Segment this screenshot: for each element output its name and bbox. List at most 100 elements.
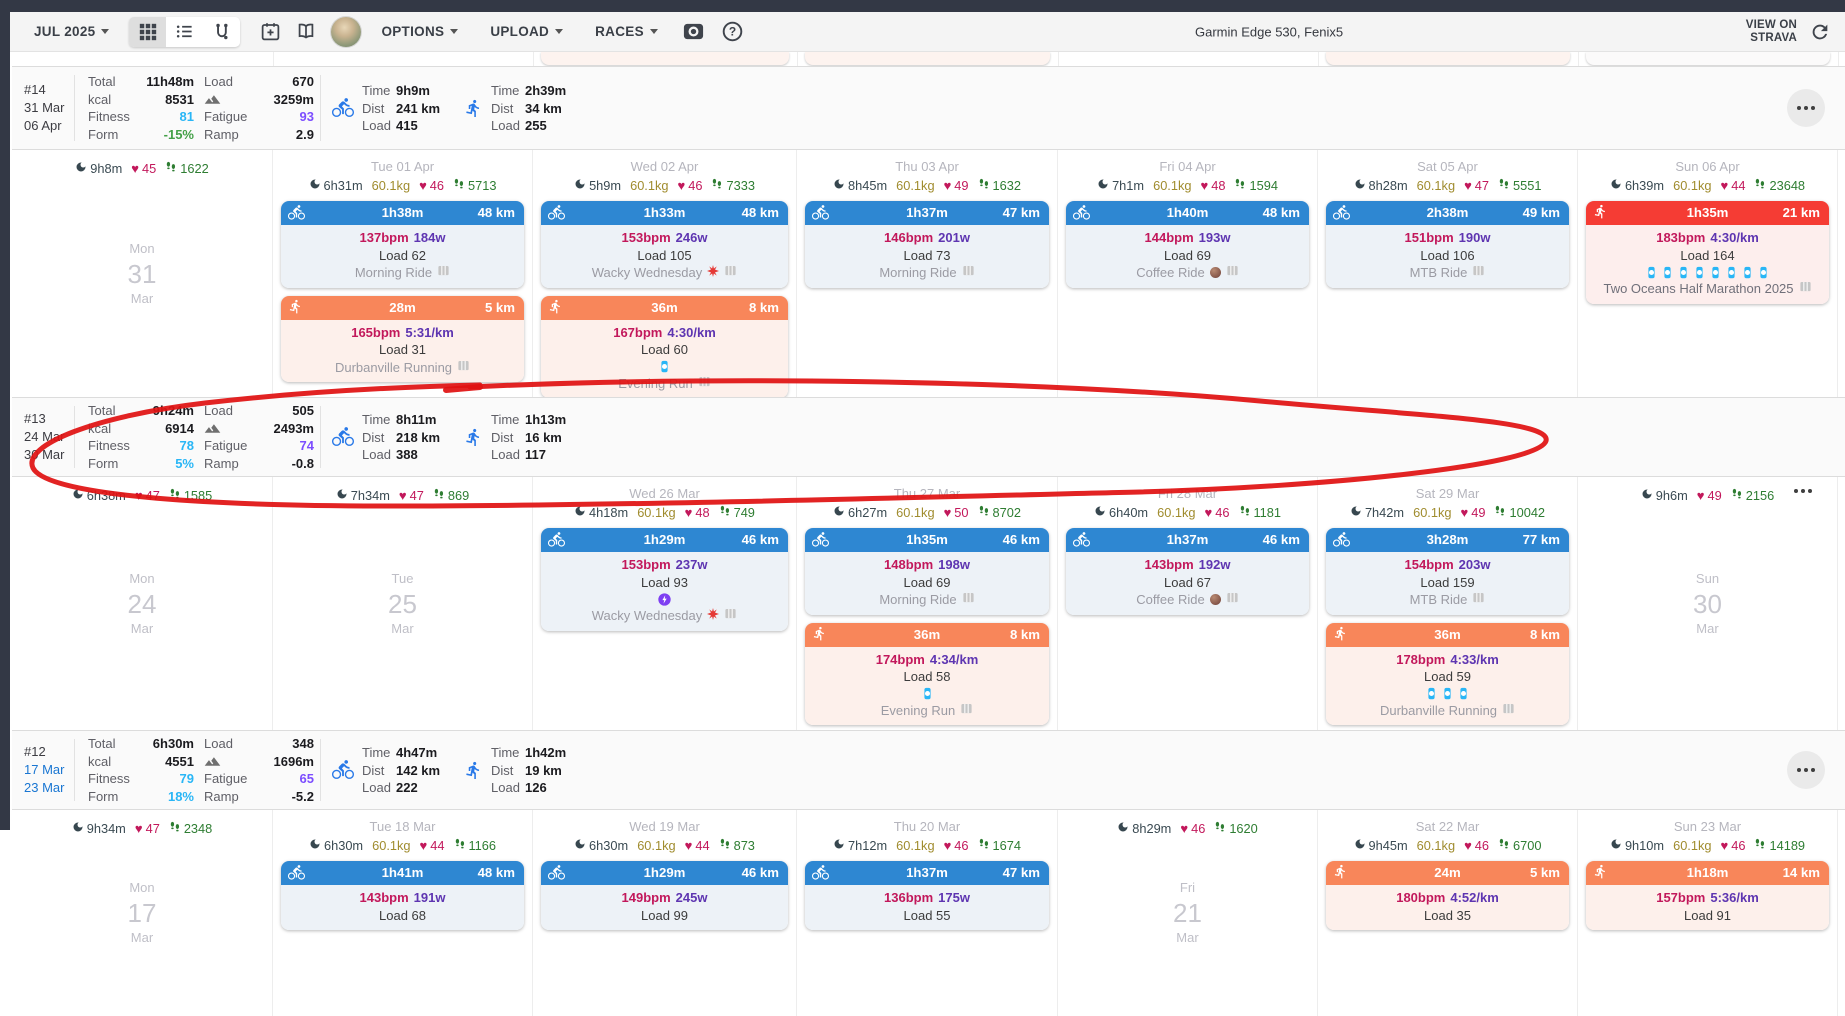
activity-name: Wacky Wednesday [591, 608, 703, 623]
stat-label: Total [88, 736, 116, 751]
help-button[interactable]: ? [721, 20, 744, 43]
resting-hr-value: 45 [142, 161, 157, 176]
steps-value: 5551 [1513, 178, 1542, 193]
options-label: OPTIONS [381, 24, 445, 39]
placeholder-date: Sun 30 Mar [1693, 570, 1722, 636]
weight-stat: 60.1kg [896, 505, 935, 520]
run-time: Time 2h39m [491, 82, 566, 100]
activity-duration: 1h29m [643, 532, 686, 547]
activity-card-run[interactable]: 1h18m 14 km 157bpm 5:36/km Load 91 [1586, 861, 1829, 930]
sleep-value: 6h38m [86, 488, 126, 503]
bike-load: Load 415 [362, 117, 440, 135]
sleep-value: 7h12m [848, 838, 888, 853]
coffee-icon [1209, 267, 1221, 279]
avatar[interactable] [331, 16, 362, 47]
activity-card-run[interactable]: 36m 8 km 167bpm 4:30/km Load 60 Evening Run [541, 295, 788, 398]
steps-stat: 5551 [1498, 178, 1542, 193]
burst-icon [707, 607, 720, 625]
partial-activity-card[interactable] [1586, 52, 1830, 65]
stat-label: Ramp [204, 788, 239, 804]
add-calendar-entry-button[interactable] [260, 21, 281, 42]
day-cell: Tue 18 Mar 6h30m 60.1kg ♥ 44 1166 1h41m 48 km 14… [273, 810, 533, 1016]
stat-value: 16 km [525, 429, 562, 445]
stat-label: Ramp [204, 126, 239, 142]
stat-value: 6914 [165, 420, 194, 436]
map-icon [1799, 280, 1812, 298]
partial-activity-card[interactable] [1326, 52, 1570, 65]
activity-distance: 46 km [1262, 532, 1300, 547]
activity-name-row: Durbanville Running [285, 359, 520, 377]
partial-activity-card[interactable] [541, 52, 789, 65]
grid-icon [139, 23, 157, 40]
resting-hr-value: 46 [1731, 838, 1746, 853]
activity-card-ride[interactable]: 1h35m 46 km 148bpm 198w Load 69 Morning Ride [805, 528, 1049, 615]
stat-label: kcal [88, 91, 112, 107]
camera-button[interactable] [682, 20, 705, 43]
options-menu[interactable]: OPTIONS [381, 24, 459, 39]
week-menu-button[interactable] [1794, 489, 1812, 493]
route-view-button[interactable] [203, 16, 241, 47]
partial-activity-card[interactable] [805, 52, 1050, 65]
day-stats: 6h27m 60.1kg ♥ 50 8702 [797, 505, 1057, 520]
stat-value: 2h39m [525, 82, 567, 98]
stat-label: Form [88, 126, 119, 142]
week-menu-button[interactable] [1787, 89, 1825, 127]
grid-view-button[interactable] [129, 16, 167, 47]
activity-card-ride[interactable]: 2h38m 49 km 151bpm 190w Load 106 MTB Ride [1326, 201, 1569, 288]
day-stats: 6h38m ♥ 47 1585 [12, 488, 272, 503]
activity-card-ride[interactable]: 1h41m 48 km 143bpm 191w Load 68 [281, 861, 524, 930]
steps-stat: 1620 [1214, 821, 1258, 836]
upload-menu[interactable]: UPLOAD [490, 24, 564, 39]
day-header: Sat 29 Mar [1415, 486, 1480, 501]
stat-value: 19 km [525, 762, 562, 778]
activity-card-race[interactable]: 1h35m 21 km 183bpm 4:30/km Load 164 Two Ocean… [1586, 201, 1829, 304]
left-window-strip [0, 0, 10, 830]
activity-card-ride[interactable]: 1h29m 46 km 153bpm 237w Load 93 Wacky Wednesd… [541, 528, 788, 631]
activity-distance: 8 km [1009, 626, 1040, 642]
avg-hr-value: 149bpm [621, 890, 671, 905]
activity-card-ride[interactable]: 3h28m 77 km 154bpm 203w Load 159 MTB Ride [1326, 528, 1569, 615]
stat-value: 388 [396, 446, 418, 462]
activity-card-ride[interactable]: 1h33m 48 km 153bpm 246w Load 105 Wacky Wednes… [541, 201, 788, 288]
month-selector[interactable]: JUL 2025 [34, 24, 110, 39]
stat-label: Fatigue [204, 438, 248, 453]
sleep-value: 4h18m [589, 505, 629, 520]
bike-load: Load 388 [362, 446, 440, 464]
bike-icon [812, 864, 829, 881]
sleep-value: 8h45m [848, 178, 888, 193]
activity-card-run[interactable]: 28m 5 km 165bpm 5:31/km Load 31 Durbanville R… [281, 295, 524, 382]
activity-card-ride[interactable]: 1h37m 46 km 143bpm 192w Load 67 Coffee Ride [1066, 528, 1309, 615]
resting-hr-stat: ♥ 46 [678, 178, 703, 193]
bike-icon [1333, 531, 1350, 548]
steps-stat: 869 [433, 488, 469, 503]
steps-icon [978, 505, 990, 520]
list-view-button[interactable] [166, 16, 204, 47]
activity-name-row: Wacky Wednesday [545, 607, 784, 625]
route-icon [216, 23, 228, 40]
logbook-button[interactable] [295, 21, 317, 43]
activity-name-row: Evening Run [809, 702, 1045, 720]
activity-card-run[interactable]: 24m 5 km 180bpm 4:52/km Load 35 [1326, 861, 1569, 930]
run-distance: Dist 19 km [491, 761, 566, 779]
refresh-button[interactable] [1809, 21, 1831, 43]
activity-card-ride[interactable]: 1h29m 46 km 149bpm 245w Load 99 [541, 861, 788, 930]
races-menu[interactable]: RACES [595, 24, 658, 39]
upload-label: UPLOAD [490, 24, 550, 39]
week-menu-button[interactable] [1787, 751, 1825, 789]
heart-icon: ♥ [943, 838, 952, 853]
day-cell: Sat 22 Mar 9h45m 60.1kg ♥ 46 6700 24m 5 km 180bp… [1318, 810, 1578, 1016]
heart-icon: ♥ [1460, 505, 1469, 520]
activity-card-ride[interactable]: 1h37m 47 km 146bpm 201w Load 73 Morning Ride [805, 201, 1049, 288]
activity-card-ride[interactable]: 1h38m 48 km 137bpm 184w Load 62 Morning Ride [281, 201, 524, 288]
activity-name: Durbanville Running [1379, 702, 1498, 718]
activity-duration: 1h33m [643, 205, 686, 220]
day-cell: Fri 04 Apr 7h1m 60.1kg ♥ 48 1594 1h40m 48 km 144… [1058, 150, 1318, 397]
activity-card-ride[interactable]: 1h37m 47 km 136bpm 175w Load 55 [805, 861, 1049, 930]
activity-card-run[interactable]: 36m 8 km 178bpm 4:33/km Load 59 Durbanville R… [1326, 622, 1569, 725]
avg-hr-value: 174bpm [875, 651, 925, 667]
run-icon [1333, 864, 1348, 879]
view-on-strava-button[interactable]: VIEW ON STRAVA [1745, 18, 1797, 44]
activity-card-ride[interactable]: 1h40m 48 km 144bpm 193w Load 69 Coffee Ride [1066, 201, 1309, 288]
activity-card-run[interactable]: 36m 8 km 174bpm 4:34/km Load 58 Evening Run [805, 622, 1049, 725]
resting-hr-stat: ♥ 47 [135, 821, 160, 836]
